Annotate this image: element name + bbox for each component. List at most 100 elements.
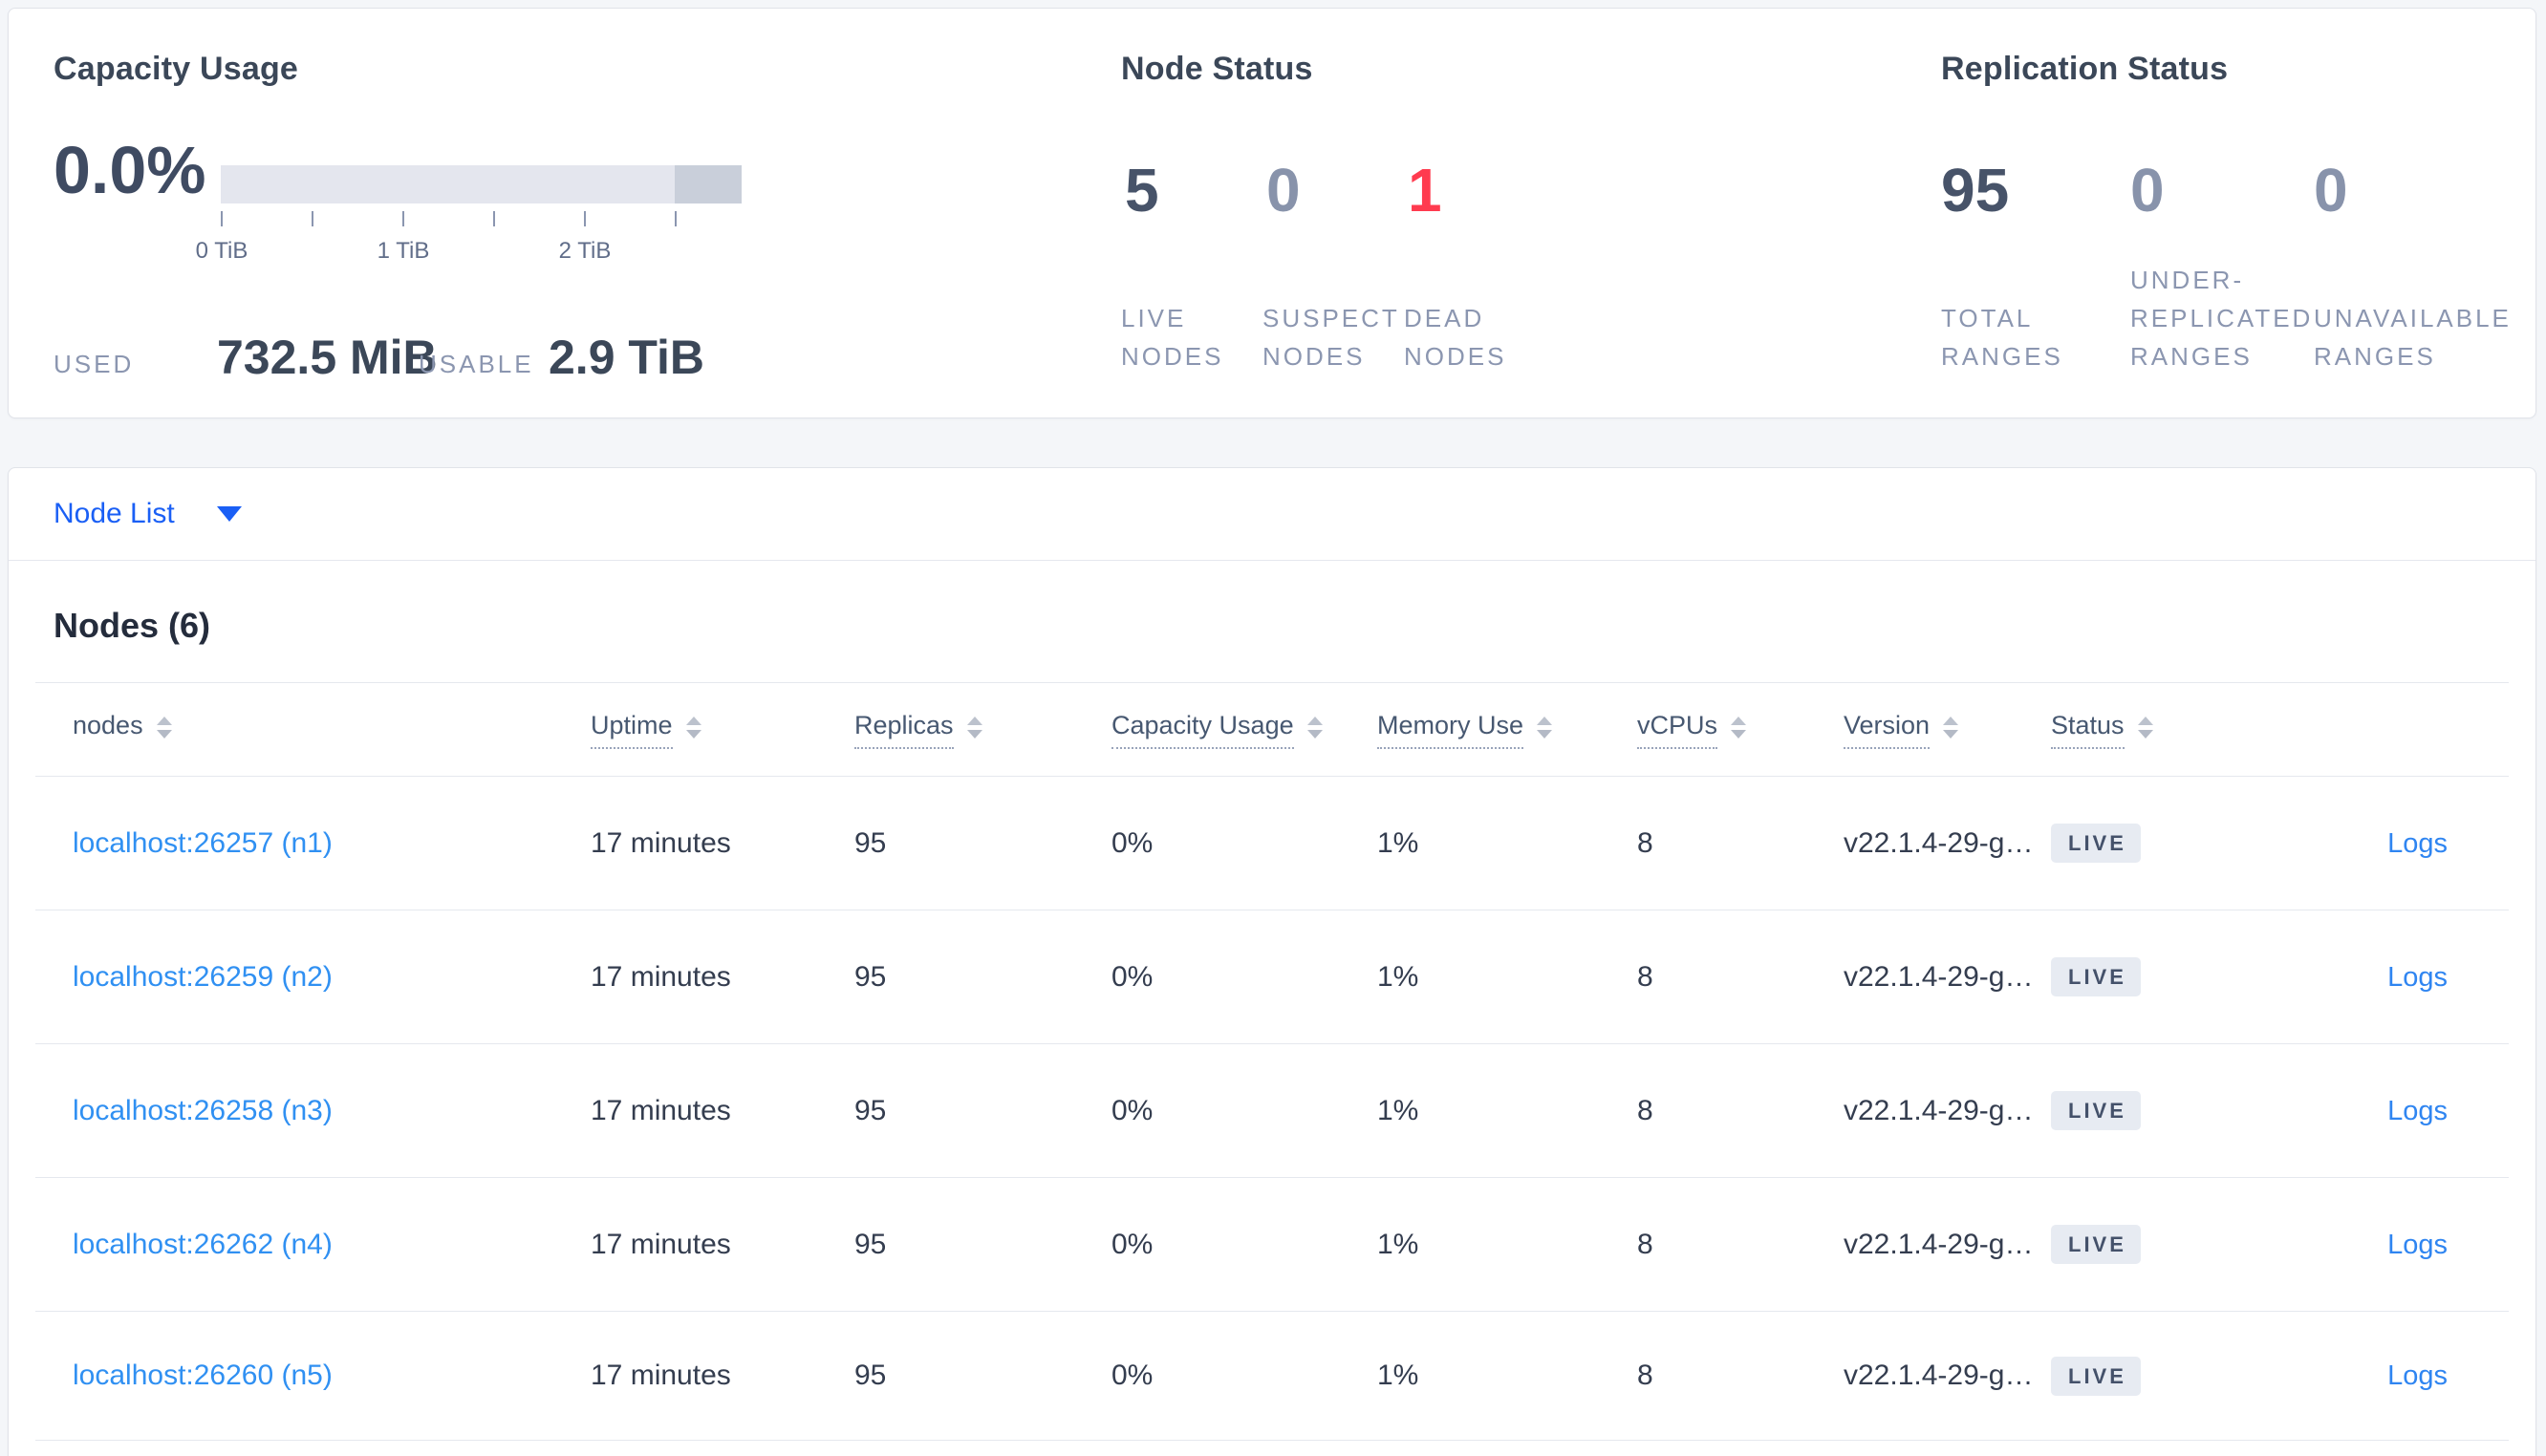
header-nodes[interactable]: nodes	[73, 711, 591, 749]
vcpus-cell: 8	[1637, 1360, 1653, 1391]
dead-nodes-count: 1	[1408, 156, 1442, 225]
memory-cell: 1%	[1377, 826, 1419, 859]
sort-icon[interactable]	[1943, 716, 1959, 739]
vcpus-cell: 8	[1637, 960, 1653, 993]
suspect-nodes-count: 0	[1266, 156, 1301, 225]
divider	[9, 560, 2535, 561]
sort-icon[interactable]	[156, 716, 172, 739]
cluster-summary-card: Capacity Usage 0.0% 0 TiB 1 TiB 2 TiB US…	[8, 8, 2536, 418]
logs-link[interactable]: Logs	[2387, 1229, 2448, 1260]
capacity-percent-value: 0.0%	[54, 133, 206, 207]
memory-cell: 1%	[1377, 1360, 1419, 1391]
used-value: 732.5 MiB	[217, 331, 438, 384]
gauge-tick-label: 0 TiB	[195, 238, 248, 264]
header-version[interactable]: Version	[1844, 711, 2051, 749]
node-link[interactable]: localhost:26257 (n1)	[73, 826, 333, 859]
label-line: UNDER-	[2130, 266, 2245, 294]
version-cell: v22.1.4-29-g…	[1844, 1360, 2034, 1391]
memory-cell: 1%	[1377, 1228, 1419, 1260]
label-line: RANGES	[1941, 342, 2063, 371]
usable-label: USABLE	[419, 350, 534, 378]
table-row: localhost:26257 (n1) 17 minutes 95 0% 1%…	[35, 777, 2509, 910]
label-line: LIVE	[1121, 304, 1187, 332]
capacity-usage-title: Capacity Usage	[54, 51, 299, 87]
uptime-cell: 17 minutes	[591, 1094, 731, 1126]
uptime-cell: 17 minutes	[591, 960, 731, 993]
nodes-table: nodes Uptime Replicas Capacity Usage Mem…	[35, 682, 2509, 1441]
header-label: Status	[2051, 711, 2125, 749]
header-label: Memory Use	[1377, 711, 1524, 749]
sort-icon[interactable]	[1731, 716, 1747, 739]
logs-link[interactable]: Logs	[2387, 1095, 2448, 1126]
header-label: Uptime	[591, 711, 673, 749]
version-cell: v22.1.4-29-g…	[1844, 1228, 2034, 1260]
node-link[interactable]: localhost:26258 (n3)	[73, 1094, 333, 1126]
uptime-cell: 17 minutes	[591, 1360, 731, 1391]
header-vcpus[interactable]: vCPUs	[1637, 711, 1844, 749]
logs-link[interactable]: Logs	[2387, 827, 2448, 859]
version-cell: v22.1.4-29-g…	[1844, 960, 2034, 993]
replicas-cell: 95	[854, 826, 887, 859]
gauge-tick-label: 2 TiB	[558, 238, 612, 264]
header-label: Replicas	[854, 711, 954, 749]
table-header-row: nodes Uptime Replicas Capacity Usage Mem…	[35, 682, 2509, 777]
label-line: RANGES	[2314, 342, 2436, 371]
version-cell: v22.1.4-29-g…	[1844, 826, 2034, 859]
node-list-dropdown-label: Node List	[54, 498, 175, 529]
node-link[interactable]: localhost:26262 (n4)	[73, 1228, 333, 1260]
capacity-cell: 0%	[1111, 960, 1154, 993]
label-line: TOTAL	[1941, 304, 2034, 332]
gauge-tick	[402, 211, 404, 226]
label-line: DEAD	[1404, 304, 1485, 332]
sort-icon[interactable]	[2137, 716, 2153, 739]
total-ranges-label: TOTAL RANGES	[1941, 299, 2063, 375]
header-uptime[interactable]: Uptime	[591, 711, 854, 749]
live-nodes-label: LIVE NODES	[1121, 299, 1223, 375]
replicas-cell: 95	[854, 1228, 887, 1260]
uptime-cell: 17 minutes	[591, 1228, 731, 1260]
unavailable-ranges-count: 0	[2314, 156, 2348, 225]
unavailable-ranges-label: UNAVAILABLE RANGES	[2314, 299, 2512, 375]
header-label: vCPUs	[1637, 711, 1718, 749]
vcpus-cell: 8	[1637, 826, 1653, 859]
header-status[interactable]: Status	[2051, 711, 2280, 749]
total-ranges-count: 95	[1941, 156, 2010, 225]
gauge-tick	[221, 211, 223, 226]
header-capacity-usage[interactable]: Capacity Usage	[1111, 711, 1377, 749]
suspect-nodes-label: SUSPECT NODES	[1262, 299, 1400, 375]
node-link[interactable]: localhost:26260 (n5)	[73, 1360, 333, 1391]
header-memory-use[interactable]: Memory Use	[1377, 711, 1637, 749]
header-replicas[interactable]: Replicas	[854, 711, 1111, 749]
sort-icon[interactable]	[685, 716, 701, 739]
status-badge: LIVE	[2051, 957, 2141, 996]
vcpus-cell: 8	[1637, 1094, 1653, 1126]
table-row: localhost:26260 (n5) 17 minutes 95 0% 1%…	[35, 1312, 2509, 1441]
status-badge: LIVE	[2051, 1225, 2141, 1264]
used-label: USED	[54, 350, 135, 378]
sort-icon[interactable]	[1306, 716, 1323, 739]
capacity-cell: 0%	[1111, 1360, 1154, 1391]
nodes-heading: Nodes (6)	[54, 606, 211, 645]
label-line: SUSPECT	[1262, 304, 1400, 332]
gauge-tick	[493, 211, 495, 226]
label-line: NODES	[1262, 342, 1366, 371]
table-row: localhost:26258 (n3) 17 minutes 95 0% 1%…	[35, 1044, 2509, 1178]
dead-nodes-label: DEAD NODES	[1404, 299, 1506, 375]
node-list-dropdown[interactable]: Node List	[54, 493, 242, 535]
sort-icon[interactable]	[1537, 716, 1553, 739]
sort-icon[interactable]	[966, 716, 982, 739]
chevron-down-icon	[216, 506, 242, 522]
memory-cell: 1%	[1377, 960, 1419, 993]
label-line: NODES	[1121, 342, 1224, 371]
version-cell: v22.1.4-29-g…	[1844, 1094, 2034, 1126]
logs-link[interactable]: Logs	[2387, 961, 2448, 993]
capacity-gauge-segment	[675, 165, 742, 203]
gauge-tick-label: 1 TiB	[377, 238, 430, 264]
capacity-cell: 0%	[1111, 826, 1154, 859]
label-line: REPLICATED	[2130, 304, 2314, 332]
node-link[interactable]: localhost:26259 (n2)	[73, 960, 333, 993]
logs-link[interactable]: Logs	[2387, 1360, 2448, 1391]
live-nodes-count: 5	[1125, 156, 1159, 225]
uptime-cell: 17 minutes	[591, 826, 731, 859]
table-row: localhost:26262 (n4) 17 minutes 95 0% 1%…	[35, 1178, 2509, 1312]
